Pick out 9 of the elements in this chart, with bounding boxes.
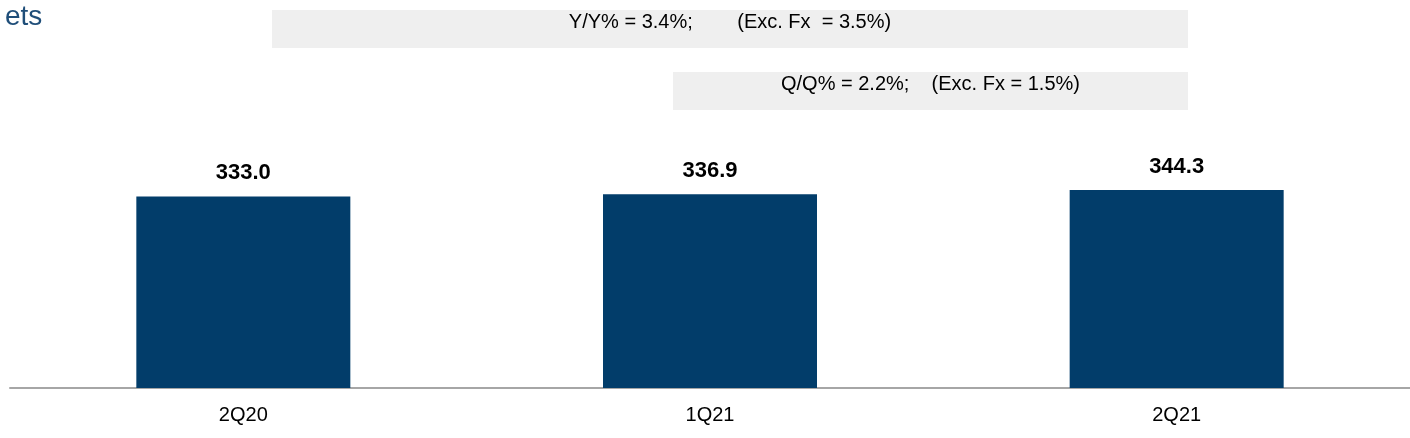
text: Y/Y% = 3.4%; (Exc. Fx = 3.5%) (272, 10, 1188, 48)
chart-title: ets (5, 0, 43, 31)
x-tick-label: 1Q21 (685, 403, 735, 425)
x-tick-label: 2Q20 (218, 403, 268, 425)
x-tick-label: 2Q21 (1152, 403, 1202, 425)
data-label: 344.3 (1149, 152, 1205, 178)
text: Q/Q% = 2.2%; (Exc. Fx = 1.5%) (673, 72, 1188, 110)
data-label: 336.9 (682, 156, 738, 182)
data-label: 333.0 (215, 159, 271, 184)
